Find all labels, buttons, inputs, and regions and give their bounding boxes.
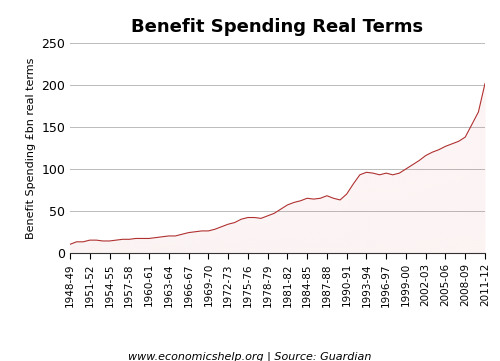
Y-axis label: Benefit Spending £bn real terms: Benefit Spending £bn real terms — [26, 57, 36, 239]
Text: www.economicshelp.org | Source: Guardian: www.economicshelp.org | Source: Guardian — [128, 351, 372, 361]
Title: Benefit Spending Real Terms: Benefit Spending Real Terms — [132, 18, 424, 36]
